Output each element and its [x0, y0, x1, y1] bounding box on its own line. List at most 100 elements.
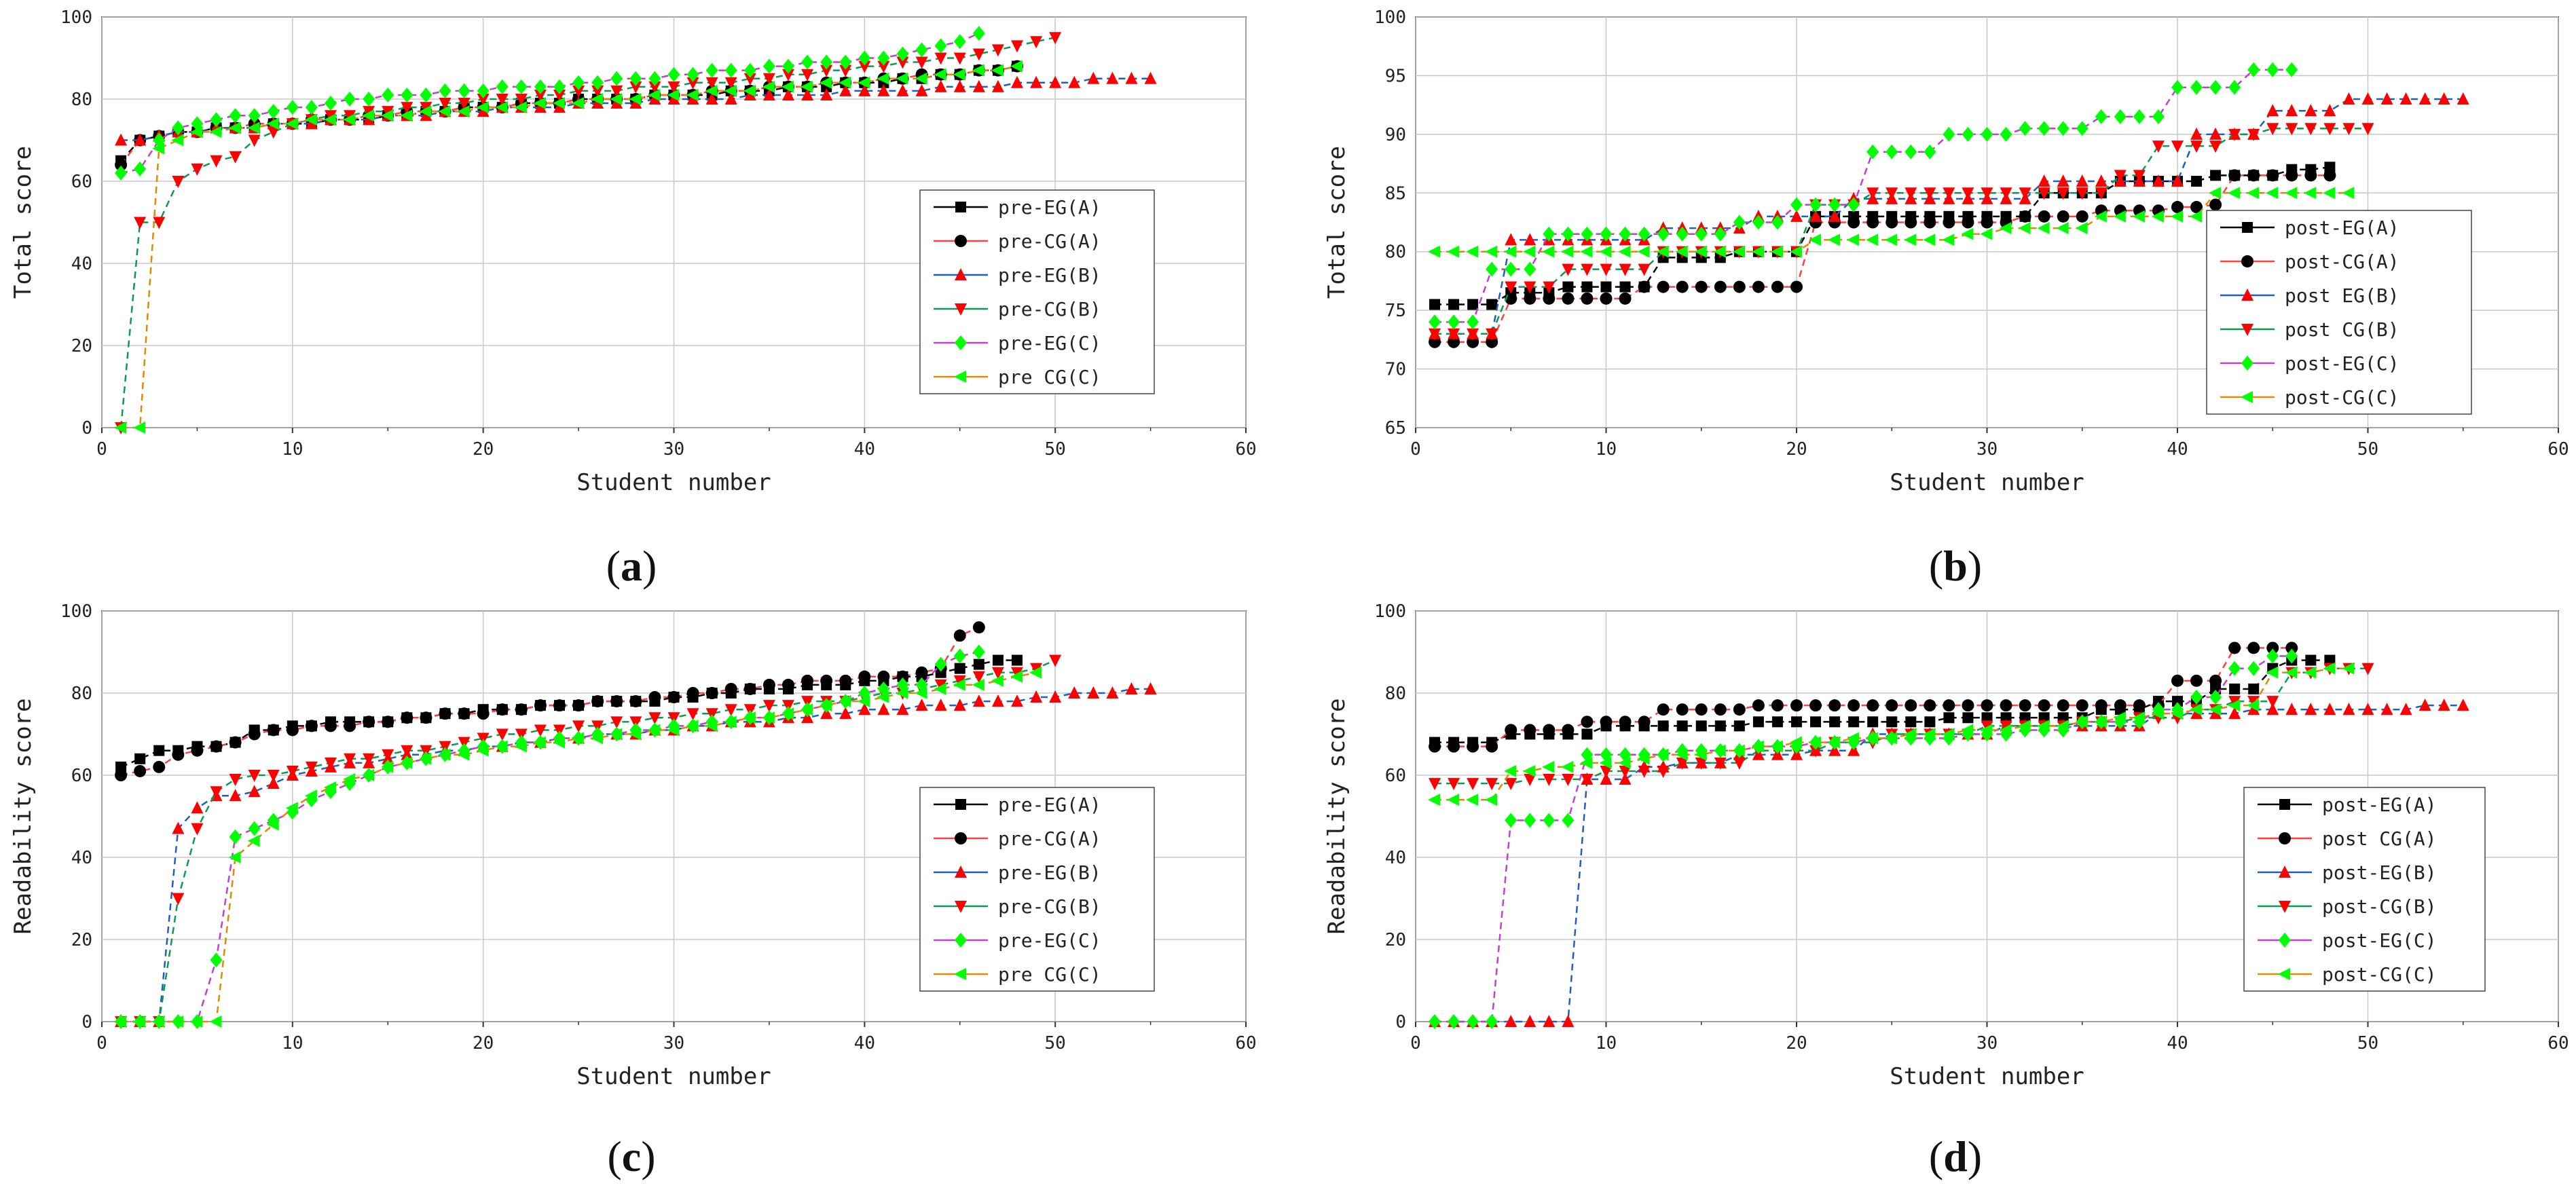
- data-point: [1866, 144, 1879, 160]
- data-point: [458, 83, 471, 98]
- data-point: [762, 80, 775, 93]
- data-point: [2323, 187, 2336, 200]
- data-point: [2228, 660, 2241, 676]
- data-point: [190, 126, 203, 138]
- data-point: [1619, 715, 1632, 728]
- data-point: [534, 100, 547, 113]
- y-tick-label: 0: [81, 418, 92, 439]
- data-point: [1924, 699, 1936, 712]
- chart-panel-d: 0 20 40 60 80 100 0 10 20 30 40 50 60 Student number R…: [1323, 601, 2569, 1180]
- legend-marker: [2241, 324, 2253, 336]
- data-point: [438, 748, 451, 761]
- data-point: [2151, 210, 2164, 223]
- data-point: [1847, 699, 1860, 712]
- data-point: [1447, 794, 1460, 806]
- data-point: [705, 77, 718, 90]
- data-point: [629, 81, 642, 94]
- data-point: [1428, 245, 1441, 258]
- data-point: [210, 786, 223, 799]
- data-point: [2209, 198, 2222, 211]
- y-tick-label: 70: [1385, 360, 1406, 380]
- data-point: [1619, 292, 1632, 305]
- data-point: [1828, 234, 1841, 246]
- series-post-cg-c-: [1428, 187, 2355, 258]
- data-point: [1924, 216, 1936, 229]
- data-point: [382, 749, 394, 762]
- data-point: [1524, 774, 1537, 787]
- data-point: [610, 96, 623, 109]
- data-point: [1733, 720, 1745, 732]
- data-point: [286, 100, 299, 115]
- data-point: [1599, 756, 1612, 769]
- data-point: [915, 83, 928, 96]
- data-point: [953, 34, 966, 50]
- y-tick-label: 20: [1385, 930, 1406, 950]
- data-point: [1144, 682, 1157, 694]
- data-point: [648, 724, 661, 737]
- data-point: [1030, 36, 1043, 49]
- legend-label: pre CG(C): [998, 366, 1101, 388]
- data-point: [2285, 104, 2298, 117]
- data-point: [1752, 215, 1765, 230]
- legend-marker: [955, 268, 967, 280]
- data-point: [2209, 127, 2222, 140]
- data-point: [229, 736, 242, 749]
- data-point: [286, 724, 299, 737]
- data-point: [1695, 757, 1708, 770]
- data-point: [1942, 234, 1955, 246]
- data-point: [1809, 234, 1822, 246]
- x-tick-label: 50: [1045, 439, 1066, 460]
- data-point: [134, 217, 147, 229]
- data-point: [1011, 40, 1023, 53]
- data-point: [267, 770, 280, 782]
- data-point: [115, 761, 127, 772]
- data-point: [1600, 226, 1613, 242]
- data-point: [801, 703, 813, 716]
- data-point: [2228, 696, 2241, 709]
- data-point: [572, 699, 585, 712]
- series-pre-cg-c-: [114, 60, 1023, 434]
- data-point: [1905, 716, 1917, 728]
- data-point: [953, 629, 966, 642]
- x-tick-label: 20: [473, 439, 494, 460]
- data-point: [858, 695, 870, 708]
- data-point: [762, 678, 775, 691]
- data-point: [2437, 92, 2450, 105]
- data-point: [2266, 62, 2279, 77]
- data-point: [1618, 756, 1631, 769]
- data-point: [1943, 712, 1955, 724]
- data-point: [801, 80, 813, 93]
- data-point: [1943, 187, 1955, 200]
- data-point: [1524, 292, 1537, 305]
- data-point: [2000, 720, 2012, 733]
- data-point: [2209, 703, 2222, 716]
- data-point: [1429, 328, 1441, 341]
- data-point: [1847, 732, 1860, 745]
- data-point: [2399, 703, 2412, 715]
- data-point: [2247, 128, 2260, 141]
- data-point: [667, 67, 680, 82]
- data-point: [1600, 263, 1613, 276]
- data-point: [572, 85, 585, 98]
- data-point: [2191, 176, 2203, 187]
- data-point: [2228, 169, 2241, 182]
- y-tick-label: 85: [1385, 183, 1406, 204]
- data-point: [1049, 690, 1062, 703]
- data-point: [686, 77, 699, 90]
- data-point: [1448, 314, 1460, 330]
- data-point: [591, 732, 604, 745]
- data-point: [820, 88, 833, 100]
- data-point: [972, 64, 985, 77]
- data-point: [610, 85, 623, 98]
- data-point: [877, 691, 889, 704]
- data-point: [896, 83, 909, 96]
- y-tick-label: 80: [1385, 242, 1406, 263]
- data-point: [514, 740, 527, 753]
- data-point: [2000, 712, 2012, 724]
- legend-marker: [2279, 865, 2291, 878]
- x-tick-label: 30: [663, 1033, 684, 1054]
- data-point: [858, 83, 871, 96]
- data-point: [648, 81, 661, 94]
- data-point: [1847, 197, 1860, 212]
- data-point: [1713, 744, 1726, 757]
